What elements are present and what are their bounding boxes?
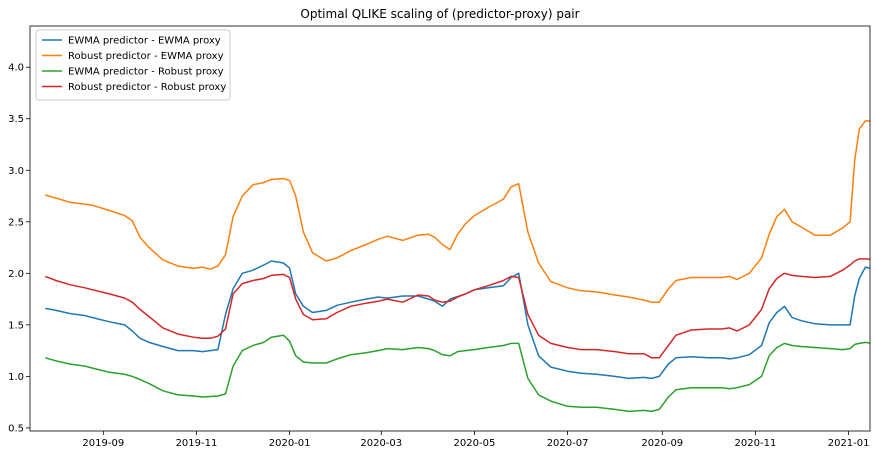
y-tick-label: 1.5 xyxy=(8,320,24,331)
y-tick-label: 2.0 xyxy=(8,269,24,280)
legend-label-3: EWMA predictor - Robust proxy xyxy=(68,67,224,78)
legend-label-4: Robust predictor - Robust proxy xyxy=(68,82,226,93)
y-tick-label: 0.5 xyxy=(8,423,24,434)
y-tick-label: 3.5 xyxy=(8,114,24,125)
legend: EWMA predictor - EWMA proxy Robust predic… xyxy=(35,29,231,101)
x-tick-label: 2020-09 xyxy=(641,438,683,449)
x-tick-label: 2020-05 xyxy=(454,438,496,449)
y-tick-label: 1.0 xyxy=(8,372,24,383)
y-tick-label: 3.0 xyxy=(8,166,24,177)
y-tick-label: 4.0 xyxy=(8,63,24,74)
series-line-2 xyxy=(45,120,870,303)
axes: 2019-09 2019-11 2020-01 2020-03 2020-05 2020-… xyxy=(8,25,871,449)
x-tick-label: 2020-11 xyxy=(735,438,777,449)
x-tick-label: 2020-07 xyxy=(547,438,589,449)
y-tick-label: 2.5 xyxy=(8,217,24,228)
x-tick-label: 2019-09 xyxy=(82,438,124,449)
plot-frame xyxy=(29,25,871,432)
series-line-3 xyxy=(45,334,870,413)
x-tick-label: 2019-11 xyxy=(176,438,218,449)
legend-box xyxy=(35,29,231,101)
x-tick-label: 2020-03 xyxy=(360,438,402,449)
series-line-4 xyxy=(45,258,870,359)
series-line-1 xyxy=(45,260,870,380)
x-tick-label: 2021-01 xyxy=(828,438,870,449)
x-tick-label: 2020-01 xyxy=(269,438,311,449)
legend-label-2: Robust predictor - EWMA proxy xyxy=(68,51,224,62)
plot-area xyxy=(45,120,870,413)
chart-title: Optimal QLIKE scaling of (predictor-prox… xyxy=(300,7,579,21)
legend-label-1: EWMA predictor - EWMA proxy xyxy=(68,36,221,47)
